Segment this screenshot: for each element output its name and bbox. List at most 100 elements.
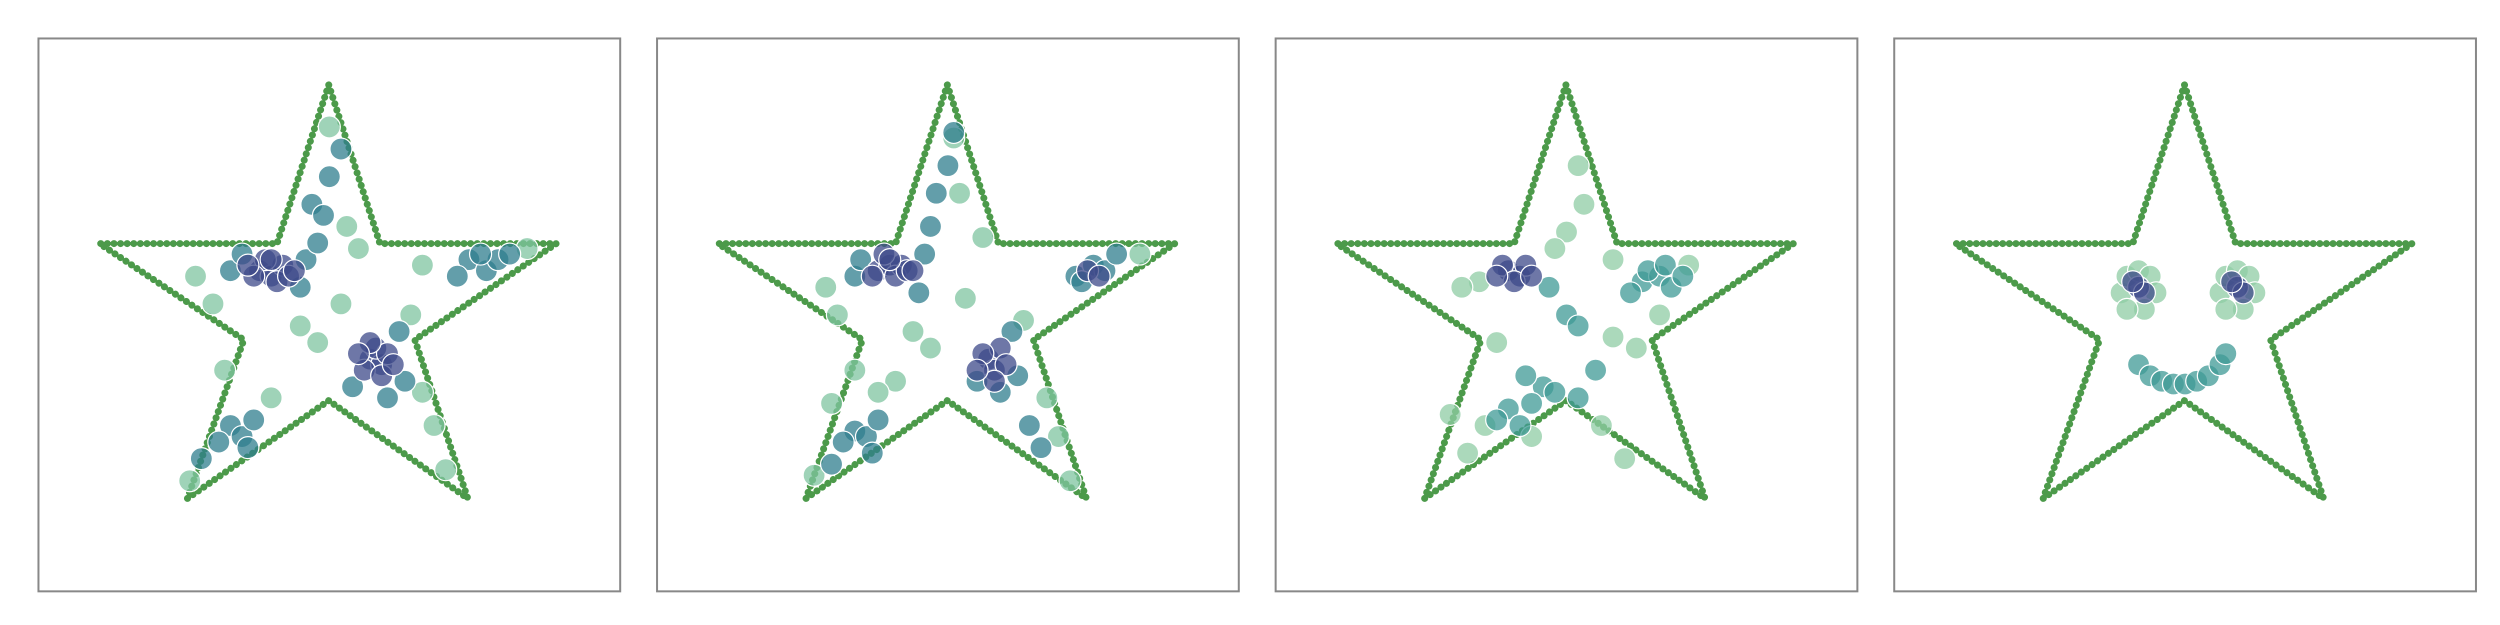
scatter-point <box>1046 424 1071 449</box>
scatter-point <box>207 430 231 454</box>
scatter-point <box>953 286 977 310</box>
scatter-point <box>1601 325 1625 349</box>
scatter-point <box>1128 242 1152 266</box>
scatter-point <box>965 358 989 382</box>
scatter-point <box>1438 402 1462 427</box>
scatter-point <box>201 292 225 316</box>
scatter-point <box>259 386 283 410</box>
scatter-point <box>1000 319 1024 344</box>
scatter-point <box>1105 242 1129 266</box>
panel-frame <box>1893 37 2477 593</box>
scatter-point <box>1514 364 1538 388</box>
scatter-point <box>1508 413 1532 438</box>
scatter-point <box>1671 264 1695 288</box>
scatter-point <box>1017 413 1041 438</box>
scatter-point <box>860 441 884 465</box>
scatter-point <box>236 253 260 277</box>
scatter-point <box>381 353 405 377</box>
scatter-point <box>843 358 867 382</box>
scatter-point <box>306 231 330 255</box>
scatter-point <box>936 154 960 178</box>
scatter-point <box>831 430 855 454</box>
scatter-point <box>994 353 1018 377</box>
scatter-point <box>1520 264 1544 288</box>
scatter-point <box>819 452 844 476</box>
scatter-point <box>311 203 336 227</box>
scatter-point <box>498 242 522 266</box>
scatter-point <box>1566 386 1590 410</box>
panel-frame <box>1274 37 1859 593</box>
scatter-point <box>1624 336 1648 360</box>
scatter-point <box>375 386 400 410</box>
scatter-point <box>1543 380 1567 404</box>
scatter-point <box>346 342 371 366</box>
scatter-point <box>387 319 411 344</box>
scatter-point <box>1618 281 1643 305</box>
scatter-point <box>819 391 844 415</box>
scatter-point <box>913 242 937 266</box>
scatter-point <box>1647 303 1672 327</box>
scatter-point <box>178 469 202 493</box>
scatter-point <box>866 408 890 432</box>
scatter-point <box>2121 270 2145 294</box>
scatter-point <box>971 225 995 250</box>
scatter-point <box>1537 275 1561 299</box>
scatter-point <box>410 380 435 404</box>
scatter-point <box>282 259 307 283</box>
scatter-point <box>317 115 341 139</box>
scatter-point <box>2115 297 2139 321</box>
scatter-point <box>901 319 925 344</box>
scatter-point <box>825 303 849 327</box>
scatter-point <box>942 120 966 145</box>
scatter-point <box>346 236 371 261</box>
scatter-point <box>259 248 283 272</box>
star-outline <box>87 81 568 508</box>
scatter-point <box>878 248 902 272</box>
scatter-point <box>1485 264 1509 288</box>
scatter-point <box>947 181 972 205</box>
scatter-point <box>2220 270 2244 294</box>
scatter-point <box>1485 330 1509 355</box>
scatter-point <box>1566 154 1590 178</box>
scatter-point <box>924 181 948 205</box>
scatter-point <box>340 375 365 399</box>
scatter-point <box>901 259 925 283</box>
scatter-point <box>860 264 884 288</box>
scatter-point <box>329 137 353 161</box>
scatter-point <box>329 292 353 316</box>
scatter-point <box>918 336 943 360</box>
scatter-point <box>236 435 260 460</box>
scatter-point <box>393 369 417 393</box>
scatter-point <box>434 458 458 482</box>
scatter-point <box>1029 435 1053 460</box>
scatter-point <box>1456 441 1480 465</box>
scatter-point <box>288 314 312 338</box>
scatter-point <box>1035 386 1059 410</box>
scatter-point <box>982 369 1007 393</box>
scatter-point <box>1543 236 1567 261</box>
scatter-point <box>422 413 446 438</box>
scatter-point <box>2214 297 2238 321</box>
scatter-point <box>306 330 330 355</box>
scatter-point <box>814 275 838 299</box>
panel-frame <box>37 37 622 593</box>
star-outline <box>1325 81 1805 508</box>
scatter-point <box>1583 358 1608 382</box>
scatter-point <box>2214 342 2238 366</box>
scatter-point <box>242 408 266 432</box>
scatter-point <box>866 380 890 404</box>
scatter-point <box>1450 275 1474 299</box>
scatter-point <box>1613 447 1637 471</box>
scatter-point <box>907 281 931 305</box>
scatter-point <box>317 165 341 189</box>
scatter-point <box>410 253 435 277</box>
panel-frame <box>656 37 1240 593</box>
scatter-point <box>399 303 423 327</box>
scatter-point <box>189 447 213 471</box>
star-outline <box>1943 81 2424 508</box>
scatter-point <box>1601 248 1625 272</box>
scatter-point <box>1554 220 1579 244</box>
scatter-point <box>1058 469 1082 493</box>
scatter-point <box>849 248 873 272</box>
